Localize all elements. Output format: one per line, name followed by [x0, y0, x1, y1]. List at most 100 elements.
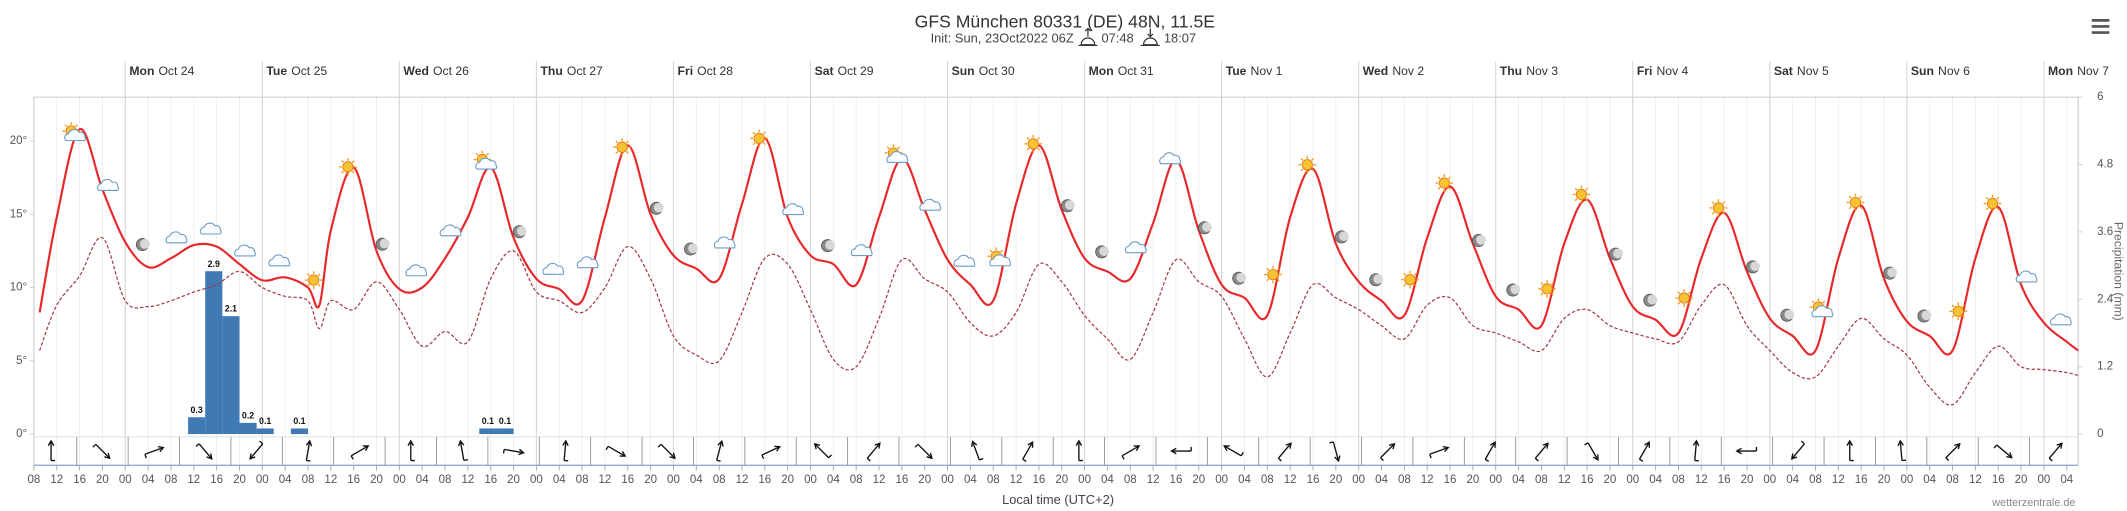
sun-disc: [1027, 138, 1039, 150]
wind-shaft: [305, 441, 311, 461]
wind-barb: [1121, 455, 1125, 460]
sun-ray: [486, 152, 490, 156]
menu-button[interactable]: [2091, 18, 2110, 34]
sun-ray: [625, 140, 629, 144]
dewpoint-line: [39, 237, 2079, 406]
x-tick-label: 12: [1695, 474, 1708, 486]
wind-arrow: [813, 442, 832, 459]
day-label: Thu Nov 3: [1500, 64, 1558, 78]
wind-shaft: [972, 441, 980, 461]
day-date: Nov 5: [1797, 64, 1829, 78]
wind-barb: [1800, 440, 1805, 445]
sun-disc: [308, 274, 320, 286]
wind-shaft: [814, 443, 830, 459]
day-label: Tue Nov 1: [1226, 64, 1283, 78]
weather-icon: [1506, 283, 1521, 297]
wind-barb: [463, 459, 468, 462]
day-label: Sun Nov 6: [1911, 64, 1970, 78]
sun-ray: [1722, 211, 1726, 215]
wind-head: [1133, 445, 1141, 452]
precip-label: 2.9: [208, 259, 220, 269]
y2-tick-label: 1.2: [2097, 361, 2113, 373]
sun-disc: [1267, 268, 1279, 281]
x-tick-label: 16: [1992, 474, 2005, 486]
wind-head: [407, 439, 415, 446]
sun-ray: [306, 273, 310, 277]
moon-shadow: [1099, 246, 1110, 257]
weather-icon: [1780, 308, 1795, 322]
x-tick-label: 16: [1855, 474, 1868, 486]
wind-arrow: [2048, 442, 2063, 462]
day-date: Oct 30: [979, 64, 1015, 78]
wind-shaft: [1534, 443, 1549, 459]
day-name: Sat: [815, 64, 834, 78]
x-tick-label: 20: [781, 474, 794, 486]
wind-head: [362, 445, 370, 452]
x-tick-label: 20: [1604, 474, 1617, 486]
y-tick-label: 5°: [16, 355, 27, 367]
x-tick-label: 16: [1718, 474, 1731, 486]
sun-ray: [625, 150, 629, 154]
wind-head: [1285, 442, 1292, 449]
x-tick-label: 00: [256, 474, 269, 486]
wind-head: [2006, 452, 2013, 459]
x-tick-label: 00: [530, 474, 543, 486]
x-tick-label: 20: [1192, 474, 1205, 486]
weather-icon: [234, 244, 256, 257]
wind-head: [1388, 442, 1396, 450]
cloud-shape: [850, 244, 873, 257]
y-tick-label: 20°: [10, 135, 27, 147]
wind-shaft: [459, 441, 465, 461]
sun-disc: [1952, 305, 1964, 317]
precip-bar: [479, 428, 497, 435]
y-tick-label: 10°: [10, 282, 27, 294]
x-tick-label: 04: [1238, 474, 1251, 486]
sun-ray: [1437, 176, 1441, 180]
weather-icon: [2015, 270, 2038, 283]
cloud-shape: [64, 129, 86, 142]
x-tick-label: 00: [1215, 474, 1228, 486]
wind-head: [1790, 453, 1798, 460]
x-tick-label: 12: [50, 474, 63, 486]
wind-barb: [716, 459, 721, 462]
x-tick-label: 12: [187, 474, 200, 486]
day-date: Nov 3: [1526, 64, 1558, 78]
weather-icon: [439, 224, 462, 237]
weather-icon: [165, 231, 188, 244]
x-tick-label: 20: [918, 474, 931, 486]
day-name: Thu: [540, 64, 562, 78]
wind-barb: [92, 443, 97, 448]
weather-icon: [649, 201, 664, 215]
sun-ray: [1037, 147, 1040, 151]
wind-shaft: [1694, 441, 1698, 461]
x-tick-label: 08: [1672, 474, 1685, 486]
wind-arrow: [562, 439, 569, 462]
day-date: Oct 26: [433, 64, 469, 78]
precip-label: 0.3: [191, 405, 203, 415]
day-label: Mon Oct 24: [129, 64, 194, 78]
x-tick-label: 04: [964, 474, 977, 486]
sun-ray: [1859, 195, 1863, 199]
moon-shadow: [688, 243, 698, 254]
sun-ray: [1026, 147, 1030, 151]
wind-head: [619, 451, 627, 457]
sun-ray: [752, 142, 756, 146]
weather-icon: [1335, 230, 1349, 244]
day-label: Wed Nov 2: [1363, 64, 1425, 78]
wind-arrow: [1484, 441, 1496, 462]
sun-ray: [1859, 206, 1863, 210]
sun-disc: [1712, 202, 1725, 214]
precip-bar: [496, 428, 514, 435]
x-tick-label: 04: [2060, 474, 2073, 486]
sun-ray: [1300, 158, 1304, 161]
wind-arrow: [657, 443, 676, 460]
moon-shadow: [1750, 261, 1761, 272]
precip-bar: [205, 271, 223, 435]
wind-head: [1644, 441, 1650, 448]
day-date: Nov 7: [2077, 64, 2109, 78]
sun-ray: [1585, 198, 1589, 202]
precip-label: 0.1: [293, 416, 305, 426]
sun-ray: [1962, 315, 1965, 318]
x-tick-label: 12: [1969, 474, 1982, 486]
